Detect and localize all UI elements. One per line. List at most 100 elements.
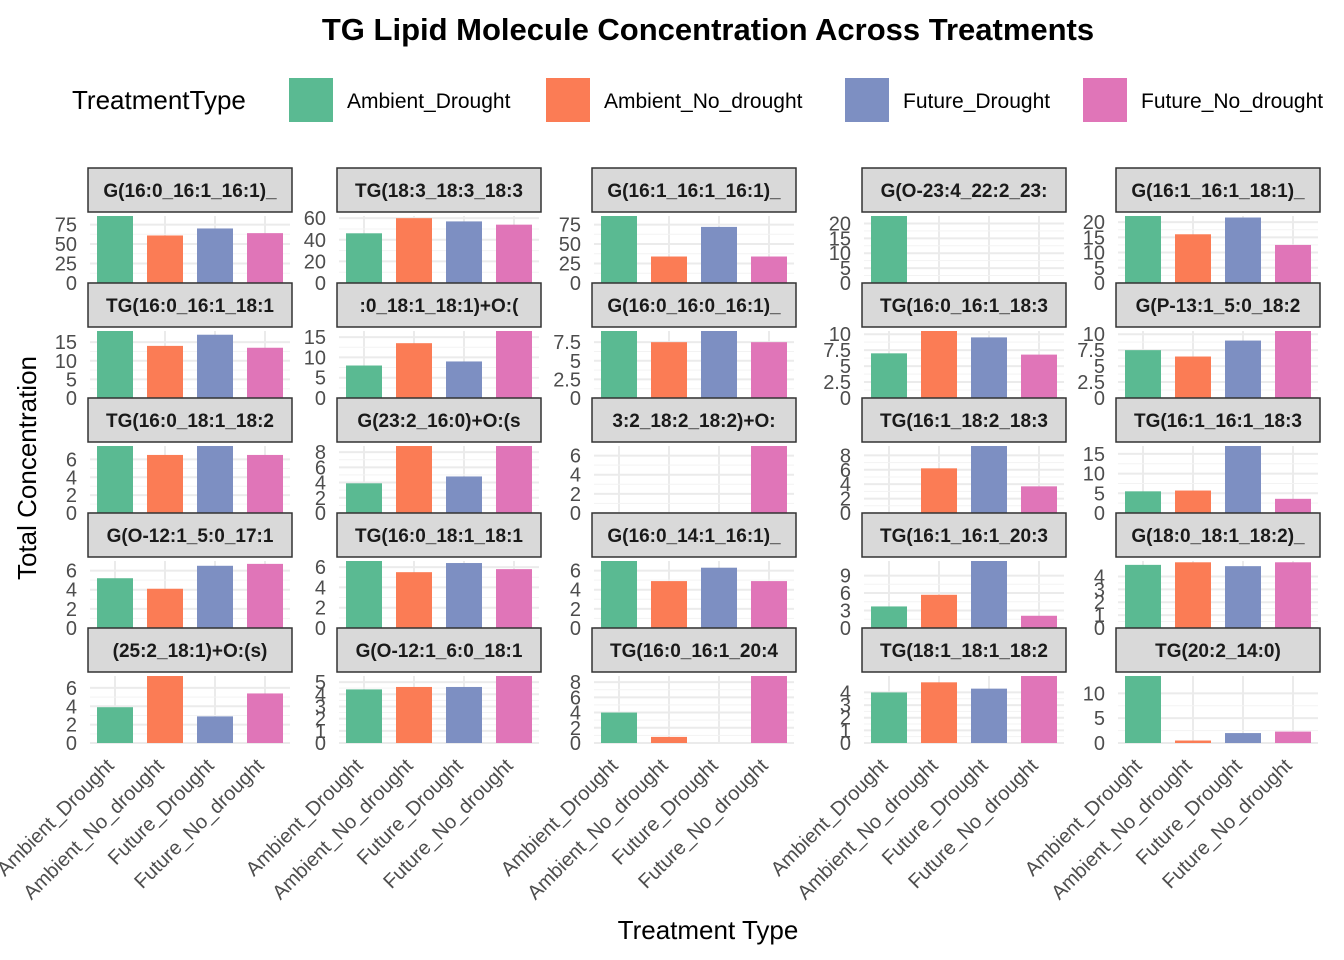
y-tick-label: 2.5 xyxy=(1077,372,1105,394)
facet-label: G(16:1_16:1_18:1)_ xyxy=(1131,181,1305,202)
y-tick-label: 15 xyxy=(1083,444,1105,466)
y-tick-label: 0 xyxy=(315,733,326,755)
bar-ambient-drought xyxy=(1125,216,1161,283)
y-tick-label: 0 xyxy=(66,733,77,755)
y-tick-label: 2 xyxy=(315,488,326,510)
facet-label: TG(16:0_18:1_18:1 xyxy=(355,526,523,547)
bar-ambient-drought xyxy=(97,578,133,628)
y-tick-label: 4 xyxy=(840,474,851,496)
bar-ambient-no-drought xyxy=(396,572,432,628)
y-tick-label: 6 xyxy=(315,557,326,579)
y-tick-label: 0 xyxy=(570,388,581,410)
facet-strip xyxy=(861,282,1067,328)
facet-strip xyxy=(861,627,1067,673)
facet-label: TG(16:0_16:1_20:4 xyxy=(610,641,778,662)
bar-future-no-drought xyxy=(496,446,532,513)
y-tick-label: 6 xyxy=(570,561,581,583)
facet-strip xyxy=(336,282,542,328)
bar-future-drought xyxy=(971,446,1007,513)
y-tick-label: 6 xyxy=(840,460,851,482)
bar-future-drought xyxy=(701,226,737,283)
bar-ambient-no-drought xyxy=(396,446,432,513)
y-tick-label: 2.5 xyxy=(553,369,581,391)
bar-ambient-no-drought xyxy=(651,736,687,743)
y-tick-label: 25 xyxy=(55,254,77,276)
y-tick-label: 0 xyxy=(315,618,326,640)
bar-future-no-drought xyxy=(247,454,283,513)
bar-future-drought xyxy=(197,228,233,283)
legend-label-ambient-drought: Ambient_Drought xyxy=(347,90,511,113)
legend-swatch-future-no-drought xyxy=(1083,78,1127,122)
y-tick-label: 6 xyxy=(570,446,581,468)
bar-ambient-drought xyxy=(346,365,382,398)
bar-ambient-drought xyxy=(97,331,133,398)
y-tick-label: 10 xyxy=(829,324,851,346)
bar-future-no-drought xyxy=(247,693,283,743)
facet-strip xyxy=(1115,512,1321,558)
y-tick-label: 1 xyxy=(315,721,326,743)
chart-title: TG Lipid Molecule Concentration Across T… xyxy=(322,12,1094,47)
legend-title: TreatmentType xyxy=(72,85,246,115)
x-axis-label: Treatment Type xyxy=(618,915,799,945)
bar-ambient-drought xyxy=(97,446,133,513)
bar-ambient-no-drought xyxy=(1175,234,1211,283)
facet-strip xyxy=(591,627,797,673)
bar-future-no-drought xyxy=(247,563,283,628)
legend: TreatmentType Ambient_Drought Ambient_No_… xyxy=(72,78,1323,122)
y-tick-label: 0 xyxy=(840,503,851,525)
y-tick-label: 5 xyxy=(840,258,851,280)
bar-ambient-drought xyxy=(346,561,382,628)
y-tick-label: 0 xyxy=(570,503,581,525)
facet-label: G(O-12:1_5:0_17:1 xyxy=(107,526,274,547)
y-tick-label: 6 xyxy=(66,449,77,471)
facet-strip xyxy=(87,627,293,673)
y-tick-label: 10 xyxy=(829,243,851,265)
y-tick-label: 0 xyxy=(1094,273,1105,295)
facet-label: TG(16:0_16:1_18:1 xyxy=(106,296,274,317)
y-tick-label: 4 xyxy=(570,580,581,602)
facet-strip xyxy=(1115,627,1321,673)
y-tick-label: 2 xyxy=(66,485,77,507)
y-tick-label: 4 xyxy=(570,465,581,487)
bar-future-no-drought xyxy=(1275,562,1311,628)
y-tick-label: 7.5 xyxy=(553,332,581,354)
bar-future-no-drought xyxy=(496,569,532,628)
bar-ambient-no-drought xyxy=(396,218,432,283)
facet-label: :0_18:1_18:1)+O:( xyxy=(360,296,520,317)
bar-ambient-no-drought xyxy=(1175,740,1211,743)
bar-future-drought xyxy=(1225,446,1261,513)
bar-future-drought xyxy=(446,563,482,628)
y-tick-label: 4 xyxy=(66,696,77,718)
y-tick-label: 2 xyxy=(570,718,581,740)
y-axis-label: Total Concentration xyxy=(12,356,42,580)
y-tick-label: 0 xyxy=(840,733,851,755)
y-tick-label: 6 xyxy=(66,678,77,700)
y-tick-label: 15 xyxy=(304,327,326,349)
facet-label: TG(16:1_18:2_18:3 xyxy=(880,411,1048,432)
bar-ambient-drought xyxy=(1125,491,1161,513)
y-tick-label: 2 xyxy=(66,599,77,621)
legend-swatch-ambient-no-drought xyxy=(546,78,590,122)
bar-future-no-drought xyxy=(1275,498,1311,513)
y-tick-label: 15 xyxy=(55,332,77,354)
y-tick-label: 0 xyxy=(1094,388,1105,410)
y-tick-label: 0 xyxy=(1094,503,1105,525)
y-tick-label: 4 xyxy=(315,684,326,706)
y-tick-label: 0 xyxy=(570,273,581,295)
y-tick-label: 2 xyxy=(570,599,581,621)
bar-ambient-drought xyxy=(871,606,907,628)
y-tick-label: 40 xyxy=(304,230,326,252)
y-tick-label: 0 xyxy=(66,273,77,295)
bar-future-drought xyxy=(446,686,482,743)
bar-future-no-drought xyxy=(751,446,787,513)
y-tick-label: 0 xyxy=(570,618,581,640)
bar-future-drought xyxy=(1225,340,1261,398)
y-tick-label: 5 xyxy=(1094,483,1105,505)
facet-strip xyxy=(336,397,542,443)
